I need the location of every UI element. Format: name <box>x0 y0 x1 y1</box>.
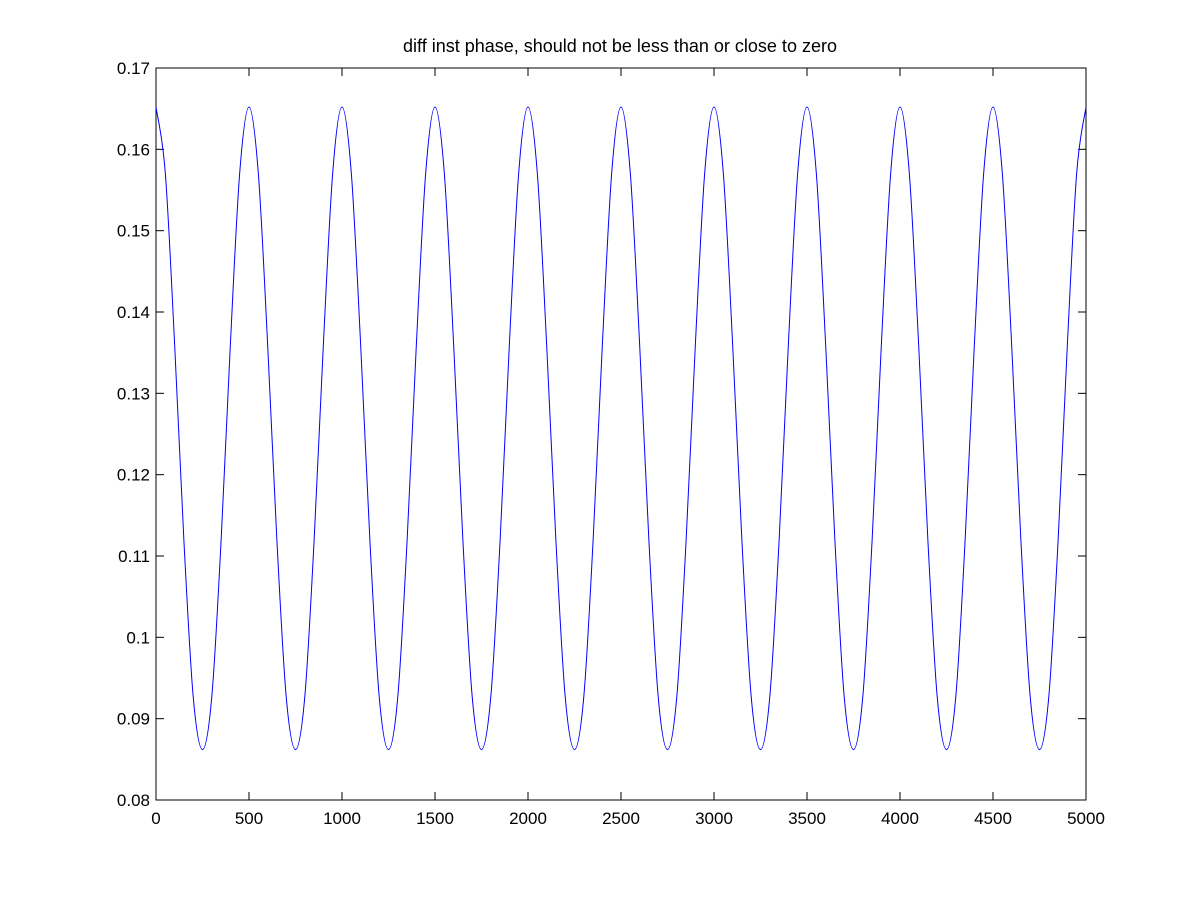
series-line-0 <box>155 106 1087 751</box>
x-tick-label: 500 <box>235 809 263 828</box>
x-tick-label: 2000 <box>509 809 547 828</box>
x-tick-label: 3500 <box>788 809 826 828</box>
y-axis-ticks: 0.08 0.09 0.1 0.11 0.12 0.13 0.14 0.15 0.16 0.17 <box>117 59 1086 810</box>
x-tick-label: 1000 <box>323 809 361 828</box>
y-tick-label: 0.15 <box>117 222 150 241</box>
x-tick-label: 5000 <box>1067 809 1105 828</box>
x-tick-label: 2500 <box>602 809 640 828</box>
y-tick-label: 0.12 <box>117 466 150 485</box>
y-tick-label: 0.1 <box>126 628 150 647</box>
axes-box <box>155 67 1087 801</box>
series-layer <box>155 106 1087 751</box>
chart-title: diff inst phase, should not be less than… <box>403 36 837 56</box>
y-tick-label: 0.17 <box>117 59 150 78</box>
plot-area: 0 500 1000 1500 2000 2500 3000 3500 4000 4500 5000… <box>117 59 1105 828</box>
x-tick-label: 3000 <box>695 809 733 828</box>
x-tick-label: 4500 <box>974 809 1012 828</box>
x-tick-label: 1500 <box>416 809 454 828</box>
y-tick-label: 0.13 <box>117 384 150 403</box>
y-tick-label: 0.14 <box>117 303 150 322</box>
y-tick-label: 0.11 <box>118 547 150 566</box>
x-tick-label: 0 <box>151 809 160 828</box>
y-tick-label: 0.16 <box>117 140 150 159</box>
y-tick-label: 0.08 <box>117 791 150 810</box>
y-tick-label: 0.09 <box>117 710 150 729</box>
x-tick-label: 4000 <box>881 809 919 828</box>
x-axis-ticks: 0 500 1000 1500 2000 2500 3000 3500 4000 4500 5000 <box>151 68 1105 828</box>
